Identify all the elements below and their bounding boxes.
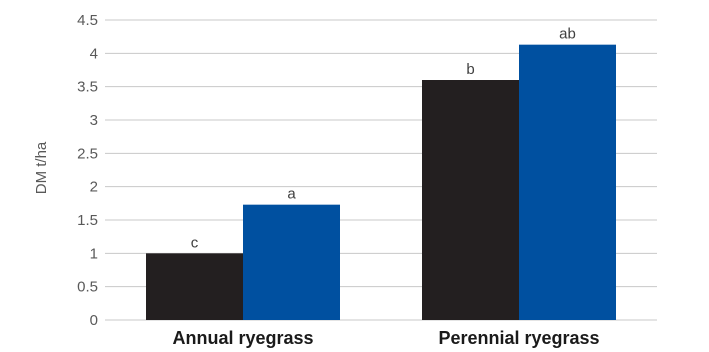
bar xyxy=(146,253,243,320)
y-tick-label: 3.5 xyxy=(77,79,98,96)
x-category-labels: Annual ryegrass Perennial ryegrass xyxy=(172,328,599,348)
y-tick-labels: 0 0.5 1 1.5 2 2.5 3 3.5 4 4.5 xyxy=(77,12,98,329)
y-axis-label: DM t/ha xyxy=(33,141,50,194)
bar-data-label: c xyxy=(191,234,199,251)
bar xyxy=(519,44,616,321)
y-tick-label: 4 xyxy=(90,45,98,62)
bars xyxy=(146,44,616,321)
y-tick-label: 4.5 xyxy=(77,12,98,29)
bar-data-label: a xyxy=(287,186,296,203)
bar xyxy=(422,80,519,320)
x-category-label: Perennial ryegrass xyxy=(438,328,599,348)
y-tick-label: 0.5 xyxy=(77,279,98,296)
bar-data-label: b xyxy=(466,61,474,78)
y-tick-label: 2.5 xyxy=(77,145,98,162)
y-tick-label: 0 xyxy=(90,312,98,329)
y-tick-label: 2 xyxy=(90,179,98,196)
bar-data-label: ab xyxy=(559,26,576,43)
x-category-label: Annual ryegrass xyxy=(172,328,313,348)
y-tick-label: 1.5 xyxy=(77,212,98,229)
y-tick-label: 1 xyxy=(90,245,98,262)
y-tick-label: 3 xyxy=(90,112,98,129)
bar xyxy=(243,204,340,320)
